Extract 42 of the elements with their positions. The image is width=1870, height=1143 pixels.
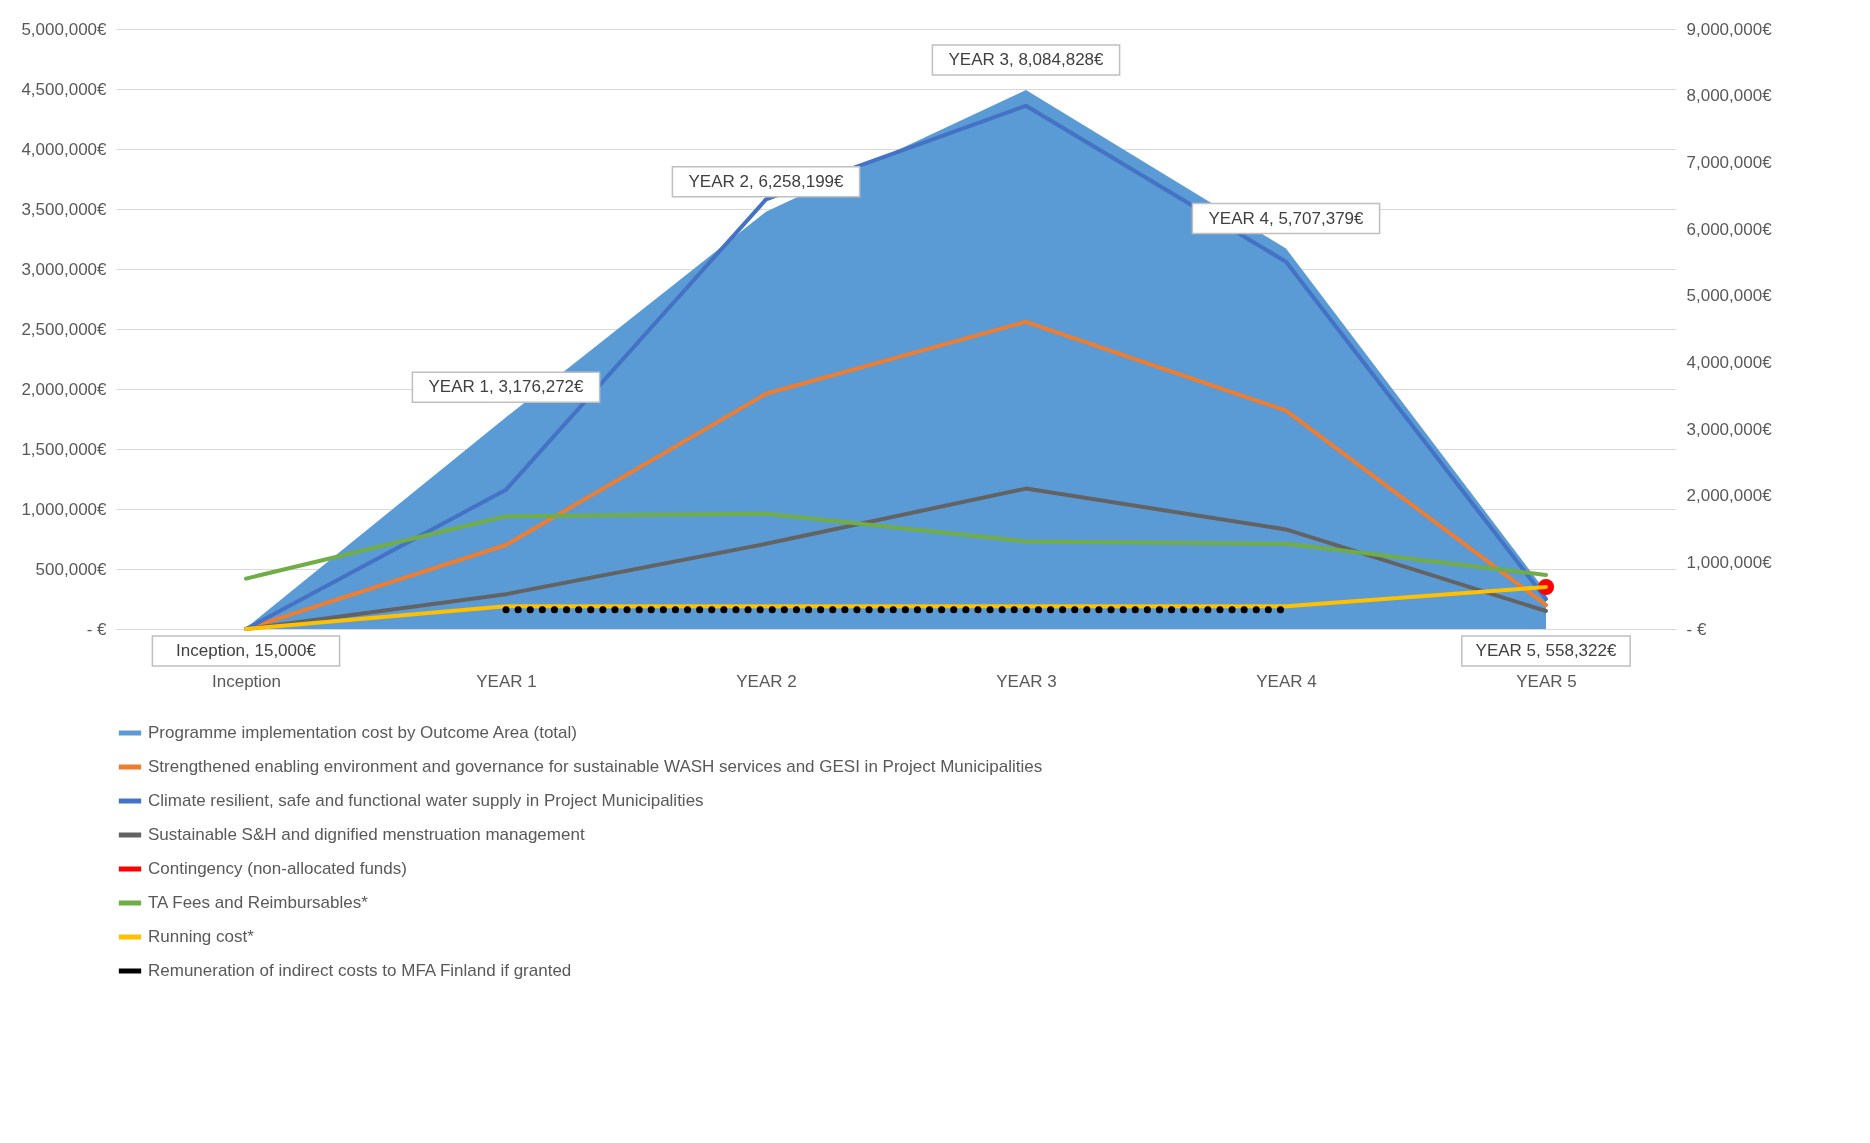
x-tick-label: Inception xyxy=(212,671,281,691)
data-label: YEAR 1, 3,176,272€ xyxy=(428,377,585,397)
legend-label: Remuneration of indirect costs to MFA Finland if granted xyxy=(148,961,572,980)
data-label: Inception, 15,000€ xyxy=(176,641,317,660)
y-tick-label: 4,500,000€ xyxy=(21,79,108,99)
legend-label: Programme implementation cost by Outcome Area (total) xyxy=(148,723,577,742)
y2-tick-label: 6,000,000€ xyxy=(1686,219,1773,239)
y-tick-label: - € xyxy=(86,619,108,639)
y2-tick-label: 4,000,000€ xyxy=(1686,352,1773,372)
legend-label: TA Fees and Reimbursables* xyxy=(148,893,369,912)
data-label: YEAR 4, 5,707,379€ xyxy=(1208,208,1365,228)
legend-label: Climate resilient, safe and functional water supply in Project Municipalities xyxy=(148,791,704,810)
x-tick-label: YEAR 3 xyxy=(996,671,1057,691)
y2-tick-label: 2,000,000€ xyxy=(1686,486,1773,506)
legend-label: Strengthened enabling environment and governance for sustainable WASH services and GESI in Project Municipalities xyxy=(148,757,1043,776)
y2-tick-label: 5,000,000€ xyxy=(1686,286,1773,306)
y2-tick-label: - € xyxy=(1686,619,1707,639)
legend-label: Sustainable S&H and dignified menstruation management xyxy=(148,825,585,844)
x-tick-label: YEAR 2 xyxy=(736,671,797,691)
legend-label: Running cost* xyxy=(148,927,255,946)
y-tick-label: 5,000,000€ xyxy=(21,19,108,39)
data-label: YEAR 3, 8,084,828€ xyxy=(948,50,1105,70)
y-tick-label: 1,000,000€ xyxy=(21,499,108,519)
x-tick-label: YEAR 5 xyxy=(1516,671,1577,691)
x-tick-label: YEAR 1 xyxy=(476,671,537,691)
data-label: YEAR 2, 6,258,199€ xyxy=(688,171,845,191)
y-tick-label: 3,000,000€ xyxy=(21,259,108,279)
y-tick-label: 3,500,000€ xyxy=(21,199,108,219)
y2-tick-label: 7,000,000€ xyxy=(1686,152,1773,172)
y-tick-label: 2,000,000€ xyxy=(21,379,108,399)
y-tick-label: 500,000€ xyxy=(35,559,108,579)
y-tick-label: 4,000,000€ xyxy=(21,139,108,159)
y2-tick-label: 9,000,000€ xyxy=(1686,19,1773,39)
y-tick-label: 2,500,000€ xyxy=(21,319,108,339)
y2-tick-label: 8,000,000€ xyxy=(1686,86,1773,106)
legend-label: Contingency (non-allocated funds) xyxy=(148,859,407,878)
x-tick-label: YEAR 4 xyxy=(1256,671,1317,691)
y2-tick-label: 3,000,000€ xyxy=(1686,419,1773,439)
line-series xyxy=(244,511,1548,581)
y2-tick-label: 1,000,000€ xyxy=(1686,552,1773,572)
y-tick-label: 1,500,000€ xyxy=(21,439,108,459)
data-label: YEAR 5, 558,322€ xyxy=(1475,641,1617,660)
